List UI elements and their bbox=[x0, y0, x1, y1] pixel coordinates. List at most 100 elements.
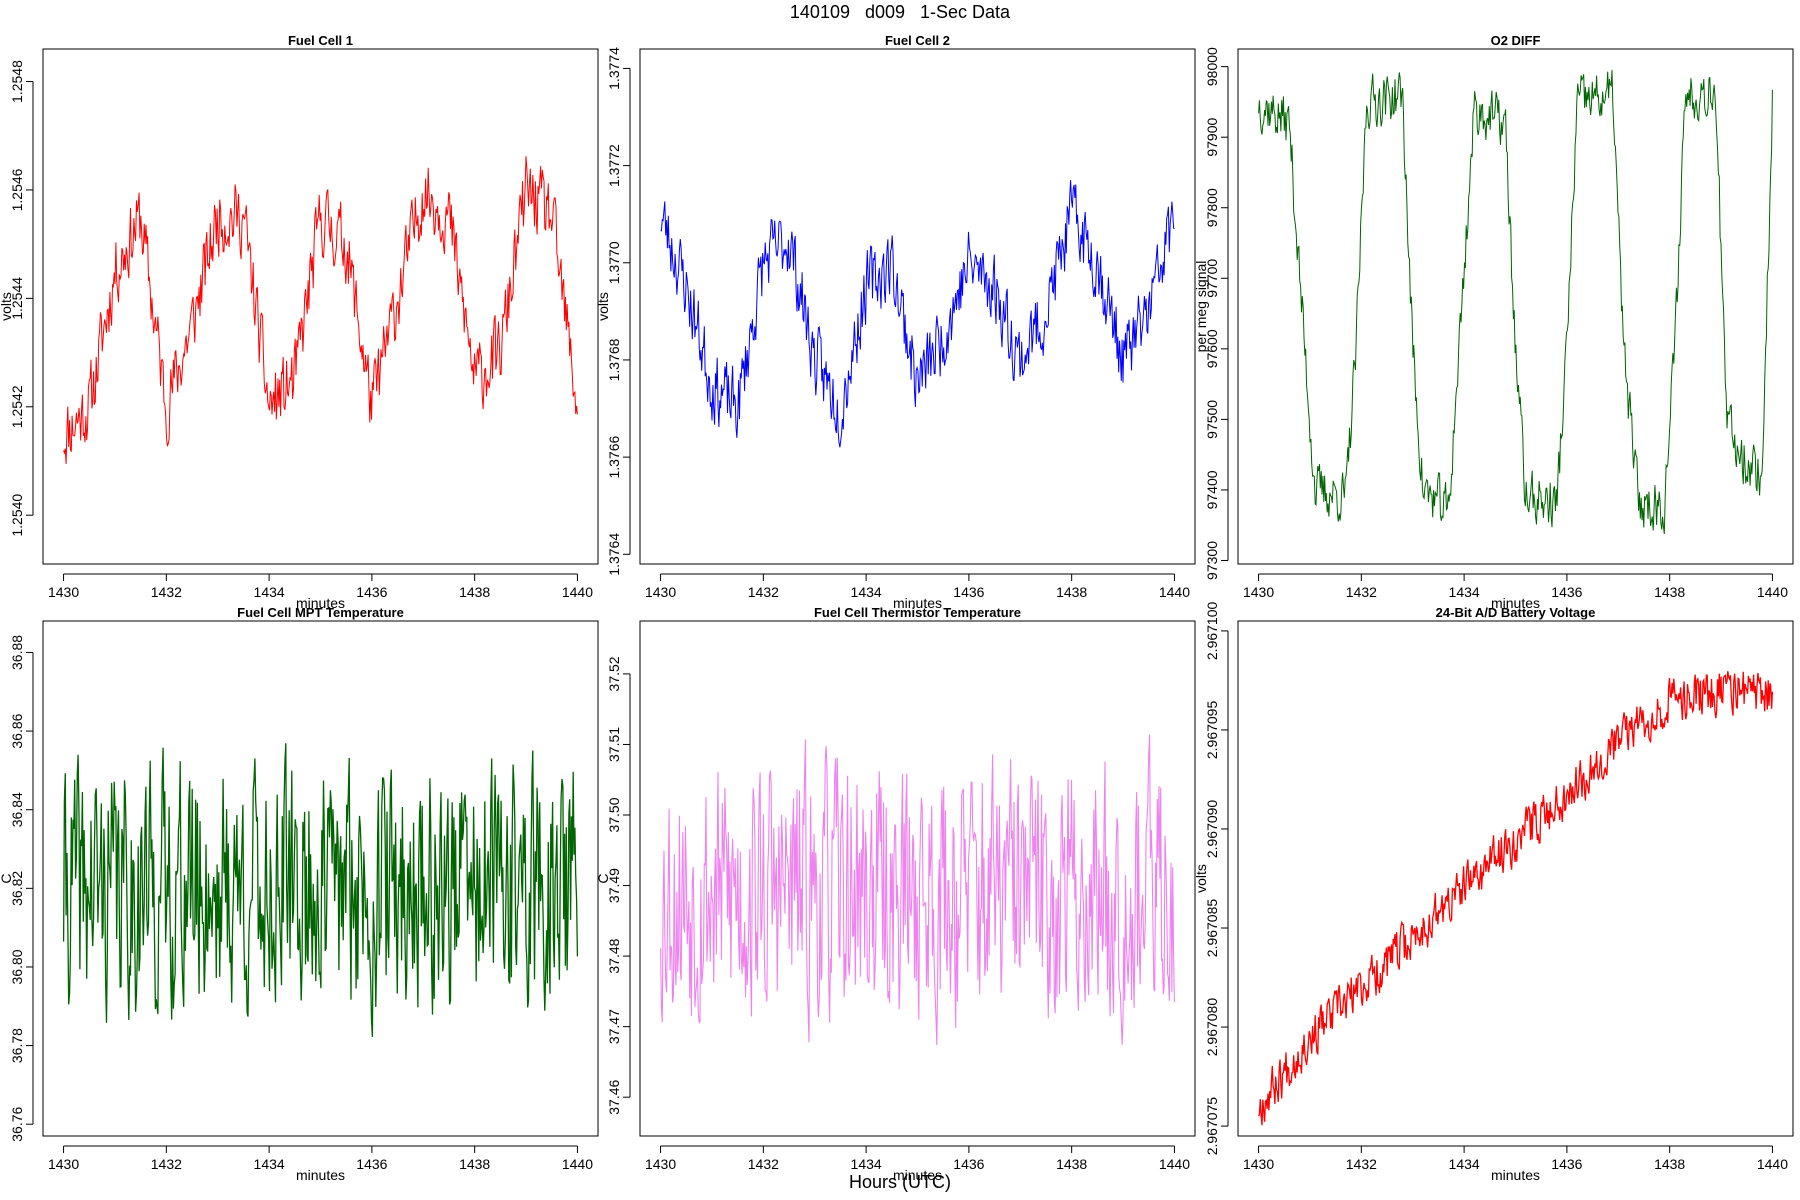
x-tick-label: 1438 bbox=[459, 1156, 490, 1172]
y-tick-label: 36.80 bbox=[9, 949, 25, 984]
plot-frame bbox=[42, 48, 599, 565]
panel-1: Fuel Cell 1 1430 1432 1434 1436 1438 1440 minut… bbox=[0, 33, 599, 611]
x-tick-label: 1438 bbox=[1056, 1156, 1087, 1172]
x-tick-label: 1432 bbox=[151, 584, 182, 600]
x-tick-label: 1432 bbox=[748, 1156, 779, 1172]
y-tick-label: 97900 bbox=[1204, 118, 1220, 157]
y-tick-label: 2.967090 bbox=[1204, 800, 1220, 859]
x-tick-label: 1436 bbox=[953, 1156, 984, 1172]
x-tick-label: 1434 bbox=[1449, 1156, 1480, 1172]
data-series-line bbox=[1258, 671, 1774, 1126]
x-tick-label: 1436 bbox=[356, 1156, 387, 1172]
x-axis: 1430 1432 1434 1436 1438 1440 minutes bbox=[48, 1145, 593, 1183]
y-tick-label: 97800 bbox=[1204, 188, 1220, 227]
y-tick-label: 98000 bbox=[1204, 47, 1220, 86]
y-tick-label: 2.967085 bbox=[1204, 899, 1220, 958]
x-axis: 1430 1432 1434 1436 1438 1440 minutes bbox=[1243, 573, 1788, 611]
y-axis: 2.967075 2.967080 2.967085 2.967090 2.967095… bbox=[1193, 602, 1229, 1155]
y-tick-label: 36.76 bbox=[9, 1106, 25, 1141]
plot-frame bbox=[639, 48, 1196, 565]
x-tick-label: 1432 bbox=[151, 1156, 182, 1172]
y-axis-label: volts bbox=[0, 292, 14, 321]
y-axis: 1.2540 1.2542 1.2544 1.2546 1.2548 volts bbox=[0, 60, 34, 537]
panel-2: Fuel Cell 2 1430 1432 1434 1436 1438 1440 minut… bbox=[595, 33, 1196, 611]
y-tick-label: 37.46 bbox=[606, 1079, 622, 1114]
panel-title: O2 DIFF bbox=[1491, 33, 1541, 48]
y-tick-label: 1.2540 bbox=[9, 494, 25, 537]
x-tick-label: 1434 bbox=[851, 584, 882, 600]
panel-title: Fuel Cell 1 bbox=[288, 33, 353, 48]
x-tick-label: 1432 bbox=[1346, 1156, 1377, 1172]
x-axis-label: minutes bbox=[1491, 1167, 1540, 1183]
y-axis-label: volts bbox=[595, 292, 611, 321]
y-tick-label: 97500 bbox=[1204, 400, 1220, 439]
x-tick-label: 1430 bbox=[645, 584, 676, 600]
y-tick-label: 37.47 bbox=[606, 1009, 622, 1044]
panel-title: Fuel Cell MPT Temperature bbox=[237, 605, 404, 620]
y-axis-label: volts bbox=[1193, 864, 1209, 893]
x-axis: 1430 1432 1434 1436 1438 1440 minutes bbox=[48, 573, 593, 611]
x-axis-label: minutes bbox=[893, 1167, 942, 1183]
x-axis-label: minutes bbox=[893, 595, 942, 611]
panel-6: 24-Bit A/D Battery Voltage 1430 1432 1434 14… bbox=[1193, 602, 1794, 1183]
y-tick-label: 37.52 bbox=[606, 656, 622, 691]
y-tick-label: 37.51 bbox=[606, 727, 622, 762]
plot-frame bbox=[1237, 48, 1794, 565]
x-tick-label: 1436 bbox=[1551, 584, 1582, 600]
y-tick-label: 1.2544 bbox=[9, 277, 25, 320]
x-tick-label: 1440 bbox=[1757, 584, 1788, 600]
x-axis-label: minutes bbox=[1491, 595, 1540, 611]
x-tick-label: 1432 bbox=[1346, 584, 1377, 600]
y-tick-label: 36.88 bbox=[9, 635, 25, 670]
data-series-line bbox=[63, 156, 578, 464]
x-tick-label: 1430 bbox=[645, 1156, 676, 1172]
x-tick-label: 1430 bbox=[48, 584, 79, 600]
y-tick-label: 37.50 bbox=[606, 797, 622, 832]
y-axis-label: per meg signal bbox=[1193, 261, 1209, 353]
page-title: 140109 d009 1-Sec Data bbox=[789, 2, 1011, 22]
x-tick-label: 1434 bbox=[254, 1156, 285, 1172]
x-tick-label: 1438 bbox=[1654, 584, 1685, 600]
y-tick-label: 2.967080 bbox=[1204, 998, 1220, 1057]
y-tick-label: 1.2548 bbox=[9, 60, 25, 103]
plot-frame bbox=[42, 620, 599, 1137]
y-tick-label: 2.967100 bbox=[1204, 602, 1220, 661]
y-tick-label: 2.967095 bbox=[1204, 701, 1220, 760]
x-axis-label: minutes bbox=[296, 1167, 345, 1183]
plot-frame bbox=[639, 620, 1196, 1137]
y-axis-label: C bbox=[595, 873, 611, 883]
y-tick-label: 1.3774 bbox=[606, 47, 622, 90]
x-tick-label: 1440 bbox=[562, 1156, 593, 1172]
panel-title: Fuel Cell Thermistor Temperature bbox=[814, 605, 1021, 620]
y-tick-label: 1.3768 bbox=[606, 338, 622, 381]
x-tick-label: 1440 bbox=[562, 584, 593, 600]
x-tick-label: 1434 bbox=[1449, 584, 1480, 600]
panel-3: O2 DIFF 1430 1432 1434 1436 1438 1440 minutes 97… bbox=[1193, 33, 1794, 611]
x-tick-label: 1436 bbox=[953, 584, 984, 600]
y-tick-label: 1.3766 bbox=[606, 435, 622, 478]
x-tick-label: 1440 bbox=[1159, 1156, 1190, 1172]
y-axis: 1.3764 1.3766 1.3768 1.3770 1.3772 1.3774 volt… bbox=[595, 47, 631, 576]
y-tick-label: 1.2542 bbox=[9, 385, 25, 428]
x-axis: 1430 1432 1434 1436 1438 1440 minutes bbox=[645, 573, 1190, 611]
x-tick-label: 1430 bbox=[48, 1156, 79, 1172]
y-tick-label: 36.86 bbox=[9, 713, 25, 748]
y-axis-label: C bbox=[0, 873, 14, 883]
y-tick-label: 97600 bbox=[1204, 329, 1220, 368]
y-tick-label: 1.3770 bbox=[606, 241, 622, 284]
x-tick-label: 1440 bbox=[1159, 584, 1190, 600]
y-tick-label: 1.3764 bbox=[606, 533, 622, 576]
y-tick-label: 36.78 bbox=[9, 1028, 25, 1063]
x-tick-label: 1430 bbox=[1243, 1156, 1274, 1172]
y-tick-label: 36.84 bbox=[9, 792, 25, 827]
data-series-line bbox=[660, 180, 1175, 448]
x-tick-label: 1440 bbox=[1757, 1156, 1788, 1172]
x-axis: 1430 1432 1434 1436 1438 1440 minutes bbox=[645, 1145, 1190, 1183]
data-series-line bbox=[62, 743, 579, 1038]
x-tick-label: 1436 bbox=[356, 584, 387, 600]
x-tick-label: 1436 bbox=[1551, 1156, 1582, 1172]
panel-title: 24-Bit A/D Battery Voltage bbox=[1436, 605, 1596, 620]
y-tick-label: 37.48 bbox=[606, 938, 622, 973]
